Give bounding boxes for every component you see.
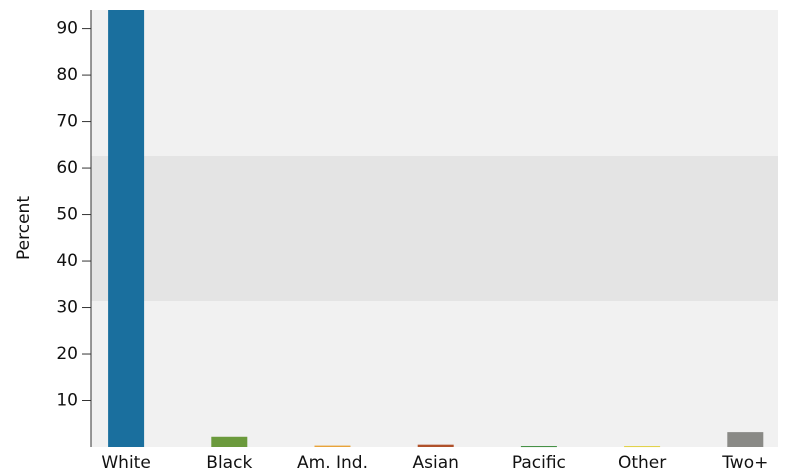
bar (624, 446, 661, 448)
x-tick-label: Am. Ind. (297, 453, 368, 473)
shaded-band (91, 156, 778, 301)
x-tick-label: Pacific (512, 453, 566, 473)
bar (520, 446, 557, 448)
y-tick-label: 80 (56, 65, 78, 85)
y-tick-label: 90 (56, 19, 78, 39)
bar (211, 436, 248, 447)
y-tick-label: 60 (56, 158, 78, 178)
y-axis-label: Percent (14, 196, 34, 260)
y-tick-label: 70 (56, 112, 78, 132)
x-tick-label: Black (206, 453, 252, 473)
y-tick-label: 20 (56, 344, 78, 364)
x-tick-label: Other (618, 453, 666, 473)
bar (417, 444, 454, 447)
bar (314, 445, 351, 447)
x-tick-label: White (101, 453, 150, 473)
y-tick-label: 40 (56, 251, 78, 271)
y-tick-label: 50 (56, 205, 78, 225)
bar (727, 432, 764, 447)
x-tick-label: Two+ (721, 453, 768, 473)
y-tick-label: 30 (56, 298, 78, 318)
x-tick-label: Asian (412, 453, 458, 473)
bar (108, 10, 145, 447)
y-tick-label: 10 (56, 391, 78, 411)
